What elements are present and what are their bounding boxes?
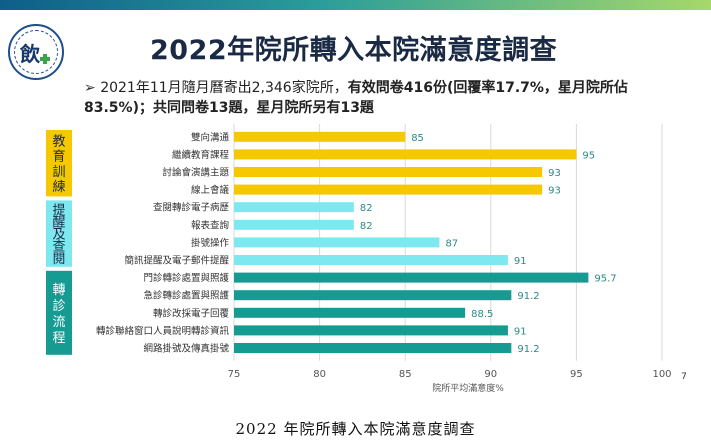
summary-text-bold: 有效問卷416份(回覆率17.7%，星月院所佔83.5%)；共同問卷13題，星月… bbox=[84, 80, 628, 116]
group-box bbox=[46, 200, 72, 267]
group-label-char: 流 bbox=[52, 315, 65, 330]
bar bbox=[234, 149, 577, 160]
figure-caption: 2022 年院所轉入本院滿意度調查 bbox=[235, 420, 476, 438]
value-label: 91.2 bbox=[517, 291, 539, 302]
bar bbox=[234, 131, 406, 142]
bar bbox=[234, 325, 508, 336]
group-label-char: 提 bbox=[52, 202, 65, 218]
logo-glyph: 飲 bbox=[20, 42, 40, 66]
logo-ring bbox=[14, 30, 58, 74]
bar bbox=[234, 202, 354, 213]
x-tick-label: 100 bbox=[652, 369, 671, 380]
x-tick-label: 95 bbox=[570, 369, 583, 380]
group-label-char: 轉 bbox=[52, 283, 65, 298]
value-label: 95 bbox=[582, 150, 595, 161]
group-label-char: 教 bbox=[52, 134, 65, 150]
value-label: 95.7 bbox=[594, 274, 616, 285]
x-tick-label: 90 bbox=[484, 369, 497, 380]
bullet-arrow-icon: ➢ bbox=[84, 80, 96, 96]
value-label: 87 bbox=[445, 238, 458, 249]
group-label-char: 練 bbox=[52, 180, 65, 195]
category-label: 門診轉診處置與照護 bbox=[143, 272, 229, 284]
group-label-char: 育 bbox=[52, 149, 65, 165]
value-label: 82 bbox=[360, 203, 373, 214]
x-tick-label: 85 bbox=[399, 369, 412, 380]
slide: 飲 2022年院所轉入本院滿意度調查 ➢ 2021年11月隨月曆寄出2,346家… bbox=[0, 0, 711, 394]
hospital-logo: 飲 bbox=[8, 24, 64, 80]
bar bbox=[234, 272, 589, 283]
group-label-char: 及 bbox=[52, 228, 65, 243]
value-label: 91 bbox=[514, 256, 527, 267]
value-label: 91.2 bbox=[517, 344, 539, 355]
category-label: 查閱轉診電子病歷 bbox=[153, 202, 230, 214]
bar bbox=[234, 184, 543, 195]
category-label: 線上會議 bbox=[191, 184, 230, 196]
category-label: 討論會演講主題 bbox=[162, 167, 229, 179]
bar bbox=[234, 307, 466, 318]
group-label-char: 查 bbox=[52, 240, 65, 255]
summary-bullet: ➢ 2021年11月隨月曆寄出2,346家院所，有效問卷416份(回覆率17.7… bbox=[84, 78, 694, 118]
value-label: 93 bbox=[548, 186, 561, 197]
x-tick-label: 75 bbox=[228, 369, 241, 380]
group-label-char: 閱 bbox=[52, 252, 65, 267]
bar bbox=[234, 255, 508, 265]
summary-text-intro: 2021年11月隨月曆寄出2,346家院所， bbox=[100, 80, 348, 96]
bar bbox=[234, 290, 512, 301]
value-label: 93 bbox=[548, 168, 561, 179]
value-label: 88.5 bbox=[471, 309, 493, 320]
bar bbox=[234, 219, 354, 230]
category-label: 簡訊提醒及電子郵件提醒 bbox=[124, 255, 229, 267]
bar bbox=[234, 237, 440, 248]
group-label-char: 程 bbox=[52, 331, 65, 346]
page-title: 2022年院所轉入本院滿意度調查 bbox=[150, 35, 558, 66]
category-label: 轉診聯絡窗口人員說明轉診資訊 bbox=[96, 325, 230, 337]
value-label: 91 bbox=[514, 326, 527, 337]
header-band bbox=[0, 0, 711, 10]
logo-plus-icon bbox=[40, 54, 50, 64]
value-label: 82 bbox=[360, 221, 373, 232]
x-axis-title: 院所平均滿意度% bbox=[432, 382, 504, 394]
category-label: 掛號操作 bbox=[191, 237, 230, 249]
bar bbox=[234, 167, 543, 177]
x-tick-label: 80 bbox=[313, 369, 326, 380]
group-box bbox=[46, 130, 72, 197]
value-label: 85 bbox=[411, 133, 424, 144]
group-label-char: 診 bbox=[52, 298, 65, 314]
category-label: 雙向溝通 bbox=[191, 131, 230, 143]
category-label: 網路掛號及傳真掛號 bbox=[143, 343, 229, 355]
category-label: 急診轉診處置與照護 bbox=[143, 290, 229, 302]
bar bbox=[234, 343, 512, 353]
category-label: 繼續教育課程 bbox=[172, 149, 230, 161]
category-label: 轉診改採電子回覆 bbox=[153, 307, 230, 319]
group-label-char: 醒 bbox=[52, 216, 65, 231]
group-box bbox=[46, 270, 72, 355]
group-label-char: 訓 bbox=[52, 164, 65, 180]
page-number: 7 bbox=[681, 372, 687, 382]
category-label: 報表查詢 bbox=[191, 219, 229, 231]
